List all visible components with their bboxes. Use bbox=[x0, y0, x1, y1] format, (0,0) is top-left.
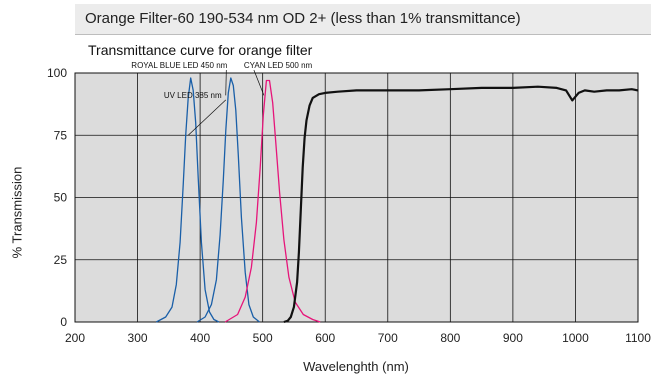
x-tick-label: 1000 bbox=[562, 331, 589, 345]
chart-title: Transmittance curve for orange filter bbox=[88, 42, 313, 58]
annotation-leader-3 bbox=[253, 69, 265, 96]
y-tick-label: 25 bbox=[54, 253, 68, 267]
annotation-label-3: CYAN LED 500 nm bbox=[244, 61, 313, 70]
series-group bbox=[155, 77, 639, 324]
header-band: Orange Filter-60 190-534 nm OD 2+ (less … bbox=[75, 4, 651, 35]
x-tick-label: 500 bbox=[253, 331, 273, 345]
x-tick-label: 300 bbox=[128, 331, 148, 345]
y-tick-label: 0 bbox=[60, 315, 67, 329]
x-tick-label: 800 bbox=[440, 331, 460, 345]
x-axis-label: Wavelenghth (nm) bbox=[303, 359, 409, 374]
series-line-4 bbox=[283, 85, 639, 324]
annotation-leader-1 bbox=[187, 99, 227, 136]
annotation-leader-2 bbox=[225, 70, 227, 96]
y-tick-label: 100 bbox=[47, 66, 67, 80]
annotation-label-1: UV LED 385 nm bbox=[164, 91, 222, 100]
y-tick-label: 75 bbox=[54, 128, 68, 142]
x-tick-label: 700 bbox=[378, 331, 398, 345]
y-tick-label: 50 bbox=[54, 191, 68, 205]
x-tick-label: 600 bbox=[315, 331, 335, 345]
annotations-group: UV LED 385 nm ROYAL BLUE LED 450 nm CYAN L… bbox=[131, 61, 313, 136]
series-line-2 bbox=[196, 77, 260, 323]
plot-frame bbox=[74, 72, 639, 323]
x-tick-label: 400 bbox=[190, 331, 210, 345]
x-tick-label: 200 bbox=[65, 331, 85, 345]
annotation-label-2: ROYAL BLUE LED 450 nm bbox=[131, 61, 227, 70]
series-line-1 bbox=[155, 77, 220, 323]
series-line-3 bbox=[224, 79, 321, 323]
x-tick-label: 900 bbox=[503, 331, 523, 345]
grid bbox=[74, 72, 639, 323]
header-title: Orange Filter-60 190-534 nm OD 2+ (less … bbox=[85, 10, 521, 27]
x-tick-label: 1100 bbox=[625, 331, 651, 345]
ticks-group: 200 300 400 500 600 700 800 900 1000 1100 0 25 50 75 1… bbox=[47, 66, 651, 345]
